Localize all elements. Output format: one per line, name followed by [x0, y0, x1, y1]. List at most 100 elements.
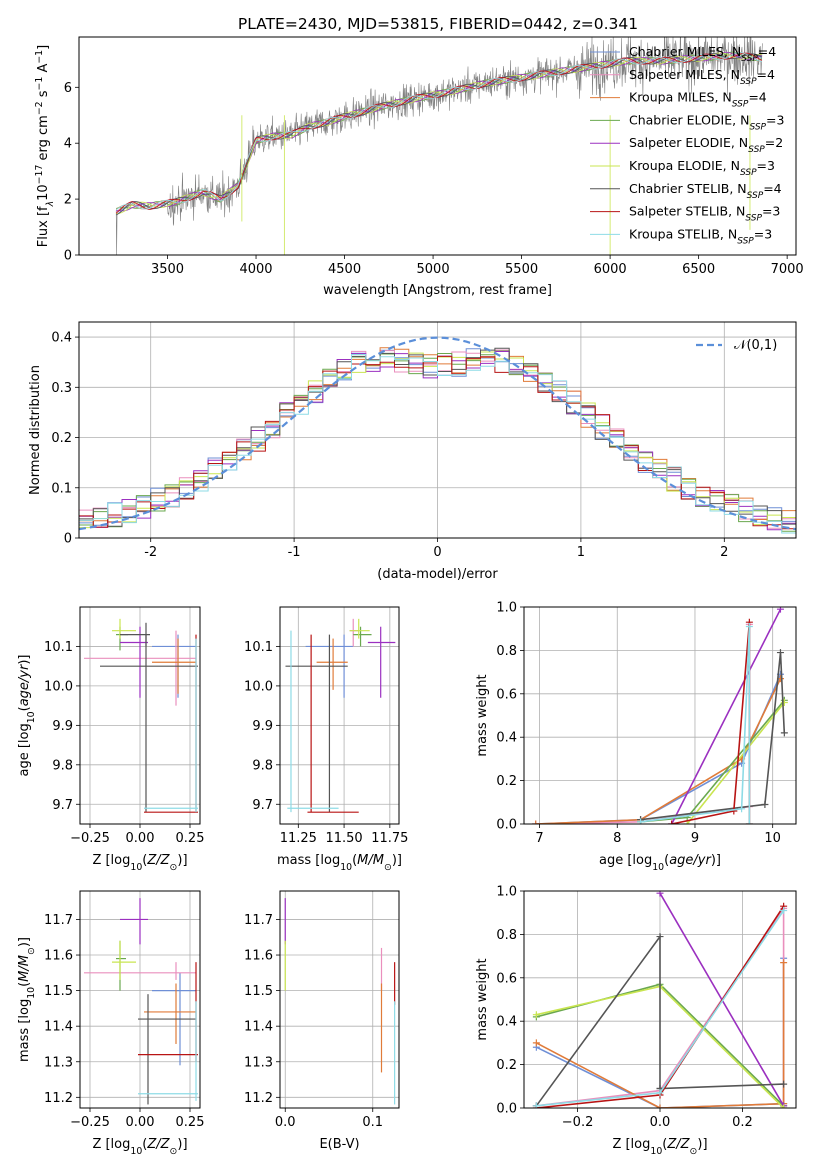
x-axis-label-part: ⊙ [170, 1146, 178, 1157]
x-axis-label-part: ( [142, 1137, 147, 1152]
x-axis-label: (data-model)/error [377, 567, 498, 582]
ticks: -2 -1 0 1 2 0 0.1 0.2 0.3 0.4 [51, 331, 728, 560]
y-axis-label-part: Flux [f [36, 206, 51, 247]
y-axis-label-part: s [36, 90, 51, 101]
x-axis-label-part: ⊙ [170, 862, 178, 873]
mass-weight-marker [745, 623, 753, 631]
y-axis-label-part: 10 [26, 987, 37, 999]
x-tick-label: 11.50 [325, 831, 362, 846]
axes-frame [523, 890, 797, 1109]
y-tick-label: 0.2 [51, 431, 72, 446]
x-tick-label: −0.2 [562, 1115, 594, 1130]
residual-histogram-step [79, 354, 796, 534]
axes-frame [279, 890, 400, 1109]
y-axis-label-part: 10 [26, 711, 37, 723]
ticks: 0.0 0.1 11.2 11.3 11.4 11.5 11.6 11.7 [244, 913, 383, 1130]
mass-weight-marker [780, 907, 788, 915]
legend-label-sub: SSP [741, 54, 758, 64]
x-axis-label-part: 10 [340, 862, 352, 873]
y-axis-label: Normed distribution [28, 365, 43, 495]
y-tick-label: 10.1 [44, 640, 73, 655]
mass-weight-marker [761, 800, 769, 808]
x-axis-label-part: 10 [650, 1146, 662, 1157]
x-tick-label: 10 [764, 831, 781, 846]
x-axis-label: E(B-V) [319, 1137, 359, 1152]
legend-label-n: =4 [763, 181, 781, 196]
plot-area [532, 607, 788, 824]
x-axis-label: Z [log10(Z/Z⊙)] [92, 853, 187, 873]
y-tick-label: 0.8 [496, 644, 517, 659]
chart-weight-vs-metallicity: −0.2 0.0 0.2 0.0 0.2 0.4 0.6 0.8 1.0 Z [log10(Z/Z… [475, 885, 797, 1157]
x-axis-label-part: age/yr [669, 853, 712, 868]
x-tick-label: 7 [535, 831, 543, 846]
chart-spectrum: 3500 4000 4500 5000 5500 6000 6500 7000 0 2 4 6 Chab… [34, 36, 804, 298]
y-tick-label: 0.0 [496, 1102, 517, 1117]
legend-label-text: Kroupa ELODIE, N [629, 158, 740, 173]
y-tick-label: 9.8 [252, 758, 273, 773]
legend-label-n: =3 [757, 158, 775, 173]
y-axis-label-part: 10 [36, 184, 51, 201]
x-axis-label-part: ( [664, 853, 669, 868]
y-tick-label: 1.0 [496, 601, 517, 616]
mass-weight-marker [656, 1104, 664, 1108]
mass-weight-marker [730, 807, 738, 815]
y-tick-label: 10.0 [44, 679, 73, 694]
y-axis-label-part: erg cm [36, 115, 51, 164]
model-spectrum-line [115, 52, 763, 214]
x-tick-label: 8 [613, 831, 621, 846]
y-tick-label: 0.4 [496, 1015, 517, 1030]
x-axis-label: Z [log10(Z/Z⊙)] [92, 1137, 187, 1157]
legend-label: 𝒩(0,1) [734, 338, 777, 353]
x-axis-label-part: )] [697, 1137, 707, 1152]
plot-area [532, 891, 788, 1108]
x-tick-label: 6500 [682, 262, 715, 277]
y-tick-label: 11.4 [244, 1020, 273, 1035]
x-tick-label: -1 [288, 545, 301, 560]
legend-label-sub: SSP [737, 236, 754, 246]
x-axis-label-part: M/M [357, 853, 384, 868]
y-tick-label: 9.7 [252, 798, 273, 813]
legend-label-n: =4 [757, 67, 775, 82]
chart-mass-vs-ebv: 0.0 0.1 11.2 11.3 11.4 11.5 11.6 11.7 E(B-V) [244, 890, 400, 1152]
y-tick-label: 11.7 [244, 913, 273, 928]
ticks: 3500 4000 4500 5000 5500 6000 6500 7000 0 2 4 6 [64, 81, 804, 277]
ticks: −0.25 0.00 0.25 11.2 11.3 11.4 11.5 11.6 11.7 [44, 913, 204, 1130]
mass-weight-line [640, 699, 785, 823]
x-axis-label-part: 10 [652, 862, 664, 873]
ticks: −0.2 0.0 0.2 0.0 0.2 0.4 0.6 0.8 1.0 [496, 885, 752, 1131]
y-tick-label: 0.2 [496, 774, 517, 789]
ticks: 7 8 9 10 0.0 0.2 0.4 0.6 0.8 1.0 [496, 601, 781, 847]
y-axis-label-part: −1 [34, 77, 45, 91]
y-axis-label-part: ⊙ [26, 947, 37, 955]
x-tick-label: 0.00 [126, 831, 155, 846]
y-axis-label-part: M/M [17, 955, 32, 982]
mass-weight-marker [656, 1089, 664, 1097]
x-tick-label: -2 [144, 545, 157, 560]
x-axis-label-part: Z/Z [666, 1137, 690, 1152]
legend-label: Salpeter MILES, NSSP=4 [629, 67, 775, 87]
mass-weight-marker [668, 820, 676, 824]
y-tick-label: 0.4 [496, 731, 517, 746]
x-axis-label: mass [log10(M/M⊙)] [277, 853, 402, 873]
y-tick-label: 11.5 [44, 984, 73, 999]
x-tick-label: 0.1 [362, 1115, 383, 1130]
x-axis-label-part: 10 [130, 862, 142, 873]
legend-label-text: Kroupa STELIB, N [629, 226, 737, 241]
x-axis-label: age [log10(age/yr)] [599, 853, 721, 873]
y-axis-label-part: )] [17, 937, 32, 947]
legend-label-sub: SSP [745, 214, 762, 224]
y-axis-label-part: −1 [34, 50, 45, 64]
mass-weight-marker [776, 607, 784, 613]
y-tick-label: 11.6 [44, 949, 73, 964]
mass-weight-line [536, 962, 785, 1108]
legend-label-text: Kroupa MILES, N [629, 90, 732, 105]
y-axis-label-part: age/yr [17, 663, 32, 706]
x-tick-label: 0.00 [126, 1115, 155, 1130]
y-axis-label-part: mass [log [17, 999, 32, 1062]
y-tick-label: 6 [64, 81, 72, 96]
legend-label-text: Salpeter MILES, N [629, 67, 740, 82]
mass-weight-marker [780, 959, 788, 967]
grid [280, 891, 399, 1108]
